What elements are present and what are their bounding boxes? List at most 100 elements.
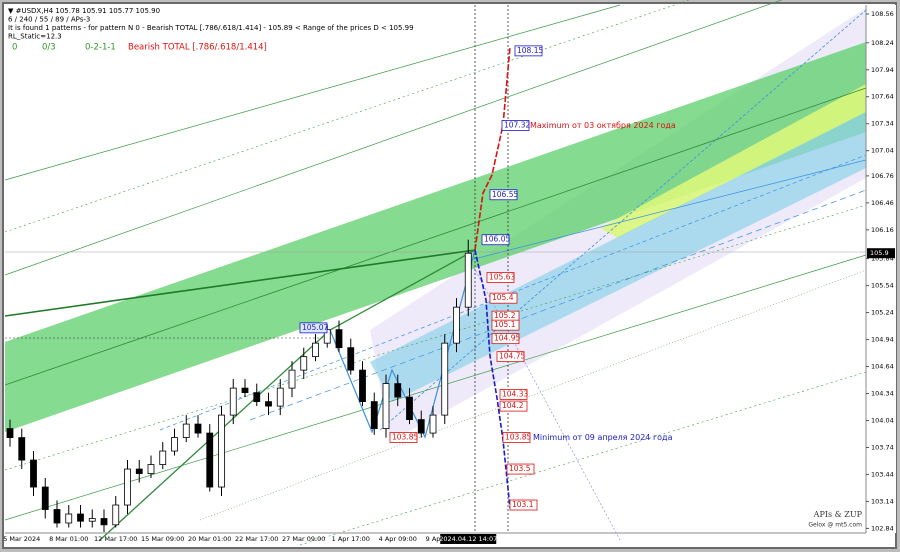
candle-body [229,387,237,416]
candle-body [6,428,14,438]
x-tick-label: 1 Apr 17:00 [332,535,370,543]
green-channel [5,42,866,432]
blue-line [159,154,867,431]
y-tick-label: 105.24 [871,309,894,317]
channel-line [4,254,867,521]
candle-body [135,468,143,474]
channel-line [4,87,867,386]
y-tick-label: 108.24 [871,39,894,47]
header-line: It is found 1 patterns - for pattern N 0… [8,24,414,32]
level-box [502,432,531,443]
projection-up [474,46,511,251]
level-label: 108.15 [517,46,543,55]
level-box [499,389,528,400]
candle-body [241,387,249,394]
pattern-title: Bearish TOTAL [.786/.618/1.414] [128,43,267,53]
annotation: Maximum от 03 октября 2024 года [530,121,676,130]
level-label: 104.2 [502,401,524,410]
x-tick-label: 20 Mar 01:00 [188,535,231,543]
candle-body [30,459,37,488]
y-tick-label: 106.46 [871,199,894,207]
y-tick-label: 104.64 [871,363,894,371]
level-label: 103.85 [505,433,531,442]
y-tick-label: 103.44 [871,470,894,478]
level-box [481,234,510,246]
level-label: 104.95 [494,334,520,343]
level-box [486,272,515,283]
candle-body [18,437,26,461]
y-tick-label: 103.14 [871,497,894,505]
x-tick-label: 22 Mar 17:00 [235,535,278,543]
channel-line [4,204,867,471]
y-tick-label: 105.54 [871,282,894,290]
y-tick-label: 104.94 [871,336,894,344]
candle-body [65,513,73,524]
candle-body [453,306,460,344]
candle-body [159,450,167,465]
level-box [299,322,328,334]
candle-body [441,342,449,416]
candle-body [194,423,202,434]
x-tick-label: 5 Mar 2024 [3,535,40,543]
level-label: 104.75 [499,352,525,361]
projection-down [474,249,511,509]
current-price: 105.9 [870,249,889,257]
level-label: 107.32 [504,121,530,130]
level-label: 103.85 [392,433,418,442]
candle-body [253,392,261,402]
level-label: 105.63 [489,272,515,281]
candle-body [288,369,296,389]
level-box [501,120,530,131]
candle-body [100,518,108,526]
candle-body [394,383,402,398]
candle-body [77,513,84,522]
level-box [491,333,520,345]
level-box [499,400,528,412]
candle-body [147,464,155,474]
x-tick-label: 15 Mar 09:00 [141,535,184,543]
level-box [514,45,543,57]
blue-line [469,159,867,261]
candle-body [312,342,319,358]
level-label: 106.55 [492,190,518,199]
channel-line [4,0,783,276]
header-line: 6 / 240 / 55 / 89 / APs-3 [8,16,90,24]
candle-body [206,432,214,488]
level-box [506,463,535,475]
candle-body [88,518,96,522]
x-tick-label: 2024.04.12 14:07 [439,535,497,543]
candle-body [112,504,120,526]
y-tick-label: 108.56 [871,10,894,18]
header-line: RL_Static=12.3 [8,33,62,41]
channel-line [4,4,621,181]
channel-line [299,371,867,546]
candle-body [370,401,378,429]
candle-body [41,486,49,510]
level-box [389,432,418,443]
y-tick-label: 107.64 [871,93,894,101]
candle-body [124,468,131,506]
header-line: ▼ #USDX,H4 105.78 105.91 105.77 105.90 [8,7,160,15]
candle-body [406,396,413,420]
blue-line [379,9,867,431]
level-label: 106.05 [484,235,510,244]
purple-line [469,259,621,541]
candle-body [171,437,178,452]
x-tick-label: 12 Mar 17:00 [94,535,137,543]
current-price-box [867,248,895,259]
signature: APIs & ZUP [813,510,863,519]
y-tick-label: 107.34 [871,120,894,128]
level-label: 105.2 [494,311,516,320]
candle-body [300,356,308,371]
y-tick-label: 106.16 [871,226,894,234]
y-tick-label: 107.04 [871,147,894,155]
level-box [496,351,525,363]
trend-line [4,249,476,317]
y-tick-label: 103.74 [871,443,894,451]
y-tick-label: 104.04 [871,416,894,424]
candle-body [53,509,61,524]
candle-body [359,369,366,402]
level-label: 104.33 [502,389,528,398]
